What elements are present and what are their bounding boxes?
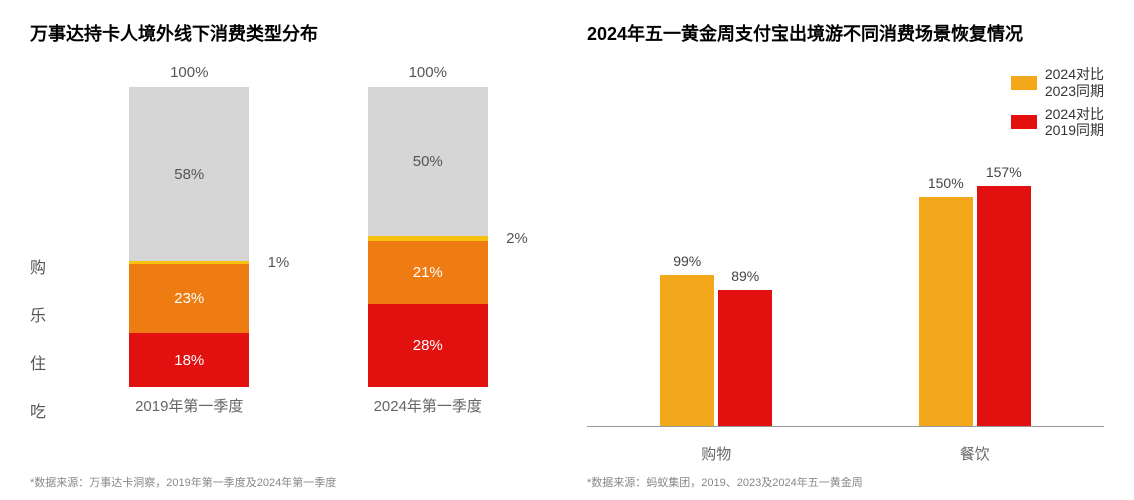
y-axis-label: 吃 bbox=[30, 398, 70, 422]
legend-swatch bbox=[1011, 76, 1037, 90]
segment-value-label: 58% bbox=[174, 166, 204, 183]
grouped-bar: 89% bbox=[718, 290, 772, 426]
legend-item: 2024对比2023同期 bbox=[1011, 66, 1104, 100]
right-panel: 2024年五一黄金周支付宝出境游不同消费场景恢复情况 2024对比2023同期2… bbox=[587, 20, 1104, 490]
bar-segment-住: 23% bbox=[129, 264, 249, 333]
grouped-bar: 99% bbox=[660, 275, 714, 426]
segment-value-label: 1% bbox=[268, 254, 290, 271]
bar-group: 99%89% bbox=[660, 275, 772, 426]
stacked-bar: 18% 23% 1% 58% bbox=[129, 87, 249, 387]
legend-swatch bbox=[1011, 115, 1037, 129]
y-axis-labels: 购乐住吃 bbox=[30, 66, 70, 464]
segment-value-label: 23% bbox=[174, 290, 204, 307]
bar-segment-购: 58% bbox=[129, 87, 249, 261]
chart-legend: 2024对比2023同期 2024对比2019同期 bbox=[1011, 66, 1104, 139]
segment-value-label: 28% bbox=[413, 337, 443, 354]
segment-value-label: 2% bbox=[506, 230, 528, 247]
x-axis-label: 2024年第一季度 bbox=[374, 395, 482, 416]
y-axis-label: 购 bbox=[30, 254, 70, 278]
grouped-chart: 2024对比2023同期2024对比2019同期 99%89%150%157% … bbox=[587, 66, 1104, 464]
y-axis-label: 乐 bbox=[30, 302, 70, 326]
grouped-bar: 150% bbox=[919, 197, 973, 426]
bar-segment-乐: 1% bbox=[129, 261, 249, 264]
stacked-column: 100% 18% 23% 1% 58% 2019年第一季度 bbox=[114, 64, 264, 416]
grouped-plot-wrapper: 2024对比2023同期2024对比2019同期 99%89%150%157% … bbox=[587, 66, 1104, 464]
segment-value-label: 21% bbox=[413, 264, 443, 281]
stacked-bar: 28% 21% 2% 50% bbox=[368, 87, 488, 387]
bar-segment-住: 21% bbox=[368, 241, 488, 303]
column-total-label: 100% bbox=[170, 64, 208, 81]
left-source-note: *数据来源：万事达卡洞察，2019年第一季度及2024年第一季度 bbox=[30, 474, 547, 490]
bar-segment-吃: 18% bbox=[129, 333, 249, 387]
bar-value-label: 150% bbox=[928, 175, 964, 191]
legend-label: 2024对比2023同期 bbox=[1045, 66, 1104, 100]
left-chart-title: 万事达持卡人境外线下消费类型分布 bbox=[30, 20, 547, 46]
right-source-note: *数据来源：蚂蚁集团，2019、2023及2024年五一黄金周 bbox=[587, 474, 1104, 490]
x-axis-label: 2019年第一季度 bbox=[135, 395, 243, 416]
right-chart-title: 2024年五一黄金周支付宝出境游不同消费场景恢复情况 bbox=[587, 20, 1104, 46]
stacked-column: 100% 28% 21% 2% 50% 2024年第一季度 bbox=[353, 64, 503, 416]
bar-group: 150%157% bbox=[919, 186, 1031, 426]
grouped-bar: 157% bbox=[977, 186, 1031, 426]
bar-value-label: 89% bbox=[731, 268, 759, 284]
stacked-plot-area: 100%18%23%1%58%2019年第一季度100%28%21%2%50%2… bbox=[70, 66, 547, 416]
y-axis-label: 住 bbox=[30, 350, 70, 374]
x-axis-categories: 购物 餐饮 bbox=[587, 435, 1104, 464]
bar-segment-乐: 2% bbox=[368, 236, 488, 242]
chart-container: 万事达持卡人境外线下消费类型分布 购乐住吃 100% 18% 23% 1% 58% 201… bbox=[0, 0, 1134, 500]
grouped-plot-area: 99%89%150%157% bbox=[587, 149, 1104, 427]
legend-label: 2024对比2019同期 bbox=[1045, 106, 1104, 140]
segment-value-label: 18% bbox=[174, 352, 204, 369]
x-axis-label: 餐饮 bbox=[960, 443, 990, 464]
stacked-chart: 购乐住吃 100%18%23%1%58%2019年第一季度100%28%21%2… bbox=[30, 66, 547, 464]
segment-value-label: 50% bbox=[413, 153, 443, 170]
bar-segment-吃: 28% bbox=[368, 304, 488, 387]
x-axis-label: 购物 bbox=[701, 443, 731, 464]
column-total-label: 100% bbox=[409, 64, 447, 81]
legend-item: 2024对比2019同期 bbox=[1011, 106, 1104, 140]
left-panel: 万事达持卡人境外线下消费类型分布 购乐住吃 100% 18% 23% 1% 58% 201… bbox=[30, 20, 547, 490]
bar-value-label: 157% bbox=[986, 164, 1022, 180]
bar-segment-购: 50% bbox=[368, 87, 488, 236]
bar-value-label: 99% bbox=[673, 253, 701, 269]
